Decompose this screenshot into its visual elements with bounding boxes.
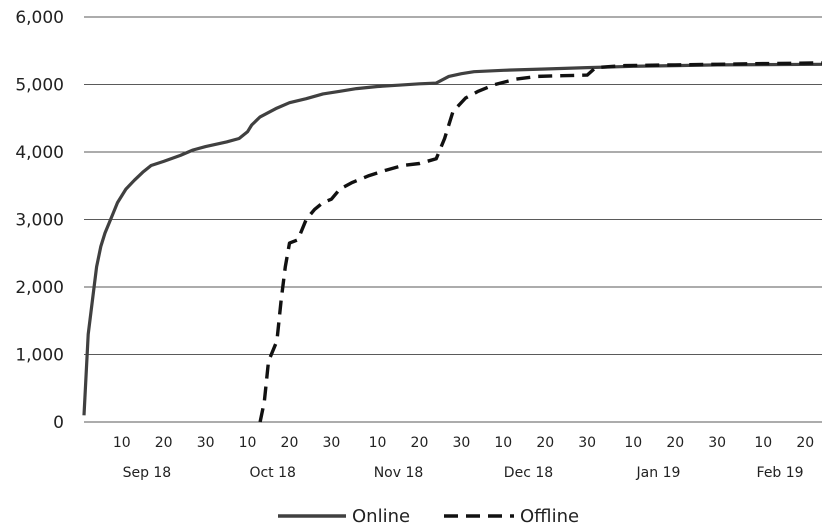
x-tick-label: 10 [754, 435, 772, 451]
x-tick-label: 10 [239, 435, 257, 451]
x-tick-label: 10 [624, 435, 642, 451]
month-label: Sep 18 [123, 465, 172, 481]
y-axis-ticks: 0 1,000 2,000 3,000 4,000 5,000 6,000 [15, 8, 64, 433]
x-tick-label: 20 [281, 435, 299, 451]
legend-label-online: Online [352, 506, 410, 527]
series-line-online [82, 62, 823, 416]
x-tick-label: 30 [322, 435, 340, 451]
x-tick-label: 20 [411, 435, 429, 451]
month-label: Nov 18 [374, 465, 424, 481]
x-tick-label: 30 [197, 435, 215, 451]
month-label: Feb 19 [757, 465, 804, 481]
x-tick-label: 20 [796, 435, 814, 451]
y-tick-label: 2,000 [15, 278, 64, 298]
x-tick-label: 20 [536, 435, 554, 451]
month-label: Dec 18 [504, 465, 553, 481]
x-tick-label: 10 [113, 435, 131, 451]
x-tick-label: 30 [578, 435, 596, 451]
x-tick-label: 10 [369, 435, 387, 451]
y-tick-label: 0 [53, 413, 64, 433]
x-axis-ticks: 10 20 30 10 20 30 10 20 30 10 20 30 10 20 30 10 20 [113, 435, 814, 451]
y-tick-label: 4,000 [15, 143, 64, 163]
legend: Online Offline [278, 506, 579, 527]
legend-label-offline: Offline [520, 506, 579, 527]
y-tick-label: 5,000 [15, 76, 64, 96]
x-tick-label: 20 [155, 435, 173, 451]
x-tick-label: 10 [494, 435, 512, 451]
month-label: Jan 19 [636, 465, 681, 481]
x-tick-label: 30 [452, 435, 470, 451]
gridlines [84, 16, 822, 423]
y-tick-label: 3,000 [15, 211, 64, 231]
x-axis-month-labels: Sep 18 Oct 18 Nov 18 Dec 18 Jan 19 Feb 19 [123, 465, 804, 481]
x-tick-label: 20 [666, 435, 684, 451]
y-tick-label: 6,000 [15, 8, 64, 28]
x-tick-label: 30 [708, 435, 726, 451]
series-lines [82, 61, 823, 423]
y-tick-label: 1,000 [15, 346, 64, 366]
series-line-offline [258, 61, 823, 423]
month-label: Oct 18 [249, 465, 295, 481]
